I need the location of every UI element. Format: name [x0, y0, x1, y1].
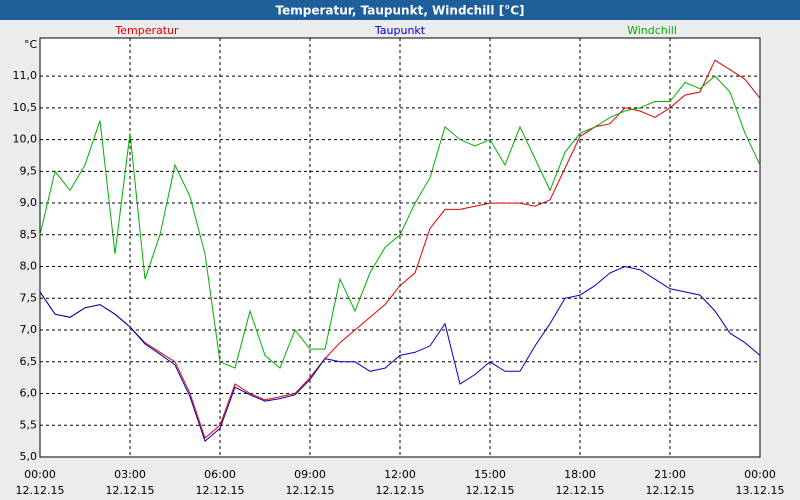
x-tick-date: 12.12.15 — [16, 484, 65, 497]
x-tick-date: 12.12.15 — [556, 484, 605, 497]
legend-label: Temperatur — [114, 24, 179, 37]
y-tick-label: 6,5 — [20, 355, 38, 368]
x-tick-date: 13.12.15 — [736, 484, 785, 497]
x-tick-date: 12.12.15 — [286, 484, 335, 497]
y-tick-label: 7,5 — [20, 291, 38, 304]
chart-title: Temperatur, Taupunkt, Windchill [°C] — [276, 4, 525, 18]
y-tick-label: 5,0 — [20, 450, 38, 463]
series-line — [39, 265, 761, 442]
legend-label: Windchill — [627, 24, 677, 37]
y-tick-label: 8,5 — [20, 228, 38, 241]
y-tick-label: 11,0 — [13, 69, 38, 82]
x-tick-label: 21:00 — [654, 468, 686, 481]
y-tick-label: 6,0 — [20, 387, 38, 400]
x-tick-label: 18:00 — [564, 468, 596, 481]
legend-label: Taupunkt — [374, 24, 426, 37]
title-bar — [0, 0, 800, 20]
x-tick-date: 12.12.15 — [466, 484, 515, 497]
y-tick-label: 5,5 — [20, 418, 38, 431]
y-tick-label: 10,0 — [13, 133, 38, 146]
x-tick-label: 00:00 — [744, 468, 776, 481]
y-unit: °C — [24, 38, 38, 51]
x-tick-label: 09:00 — [294, 468, 326, 481]
y-tick-label: 9,5 — [20, 164, 38, 177]
x-tick-label: 12:00 — [384, 468, 416, 481]
series-line — [39, 75, 761, 369]
x-tick-label: 15:00 — [474, 468, 506, 481]
series-line — [39, 59, 761, 439]
x-tick-label: 06:00 — [204, 468, 236, 481]
x-tick-label: 03:00 — [114, 468, 146, 481]
x-tick-date: 12.12.15 — [196, 484, 245, 497]
y-tick-label: 9,0 — [20, 196, 38, 209]
y-tick-label: 10,5 — [13, 101, 38, 114]
x-tick-label: 00:00 — [24, 468, 56, 481]
y-tick-label: 7,0 — [20, 323, 38, 336]
x-tick-date: 12.12.15 — [106, 484, 155, 497]
x-tick-date: 12.12.15 — [376, 484, 425, 497]
y-tick-label: 8,0 — [20, 260, 38, 273]
x-tick-date: 12.12.15 — [646, 484, 695, 497]
